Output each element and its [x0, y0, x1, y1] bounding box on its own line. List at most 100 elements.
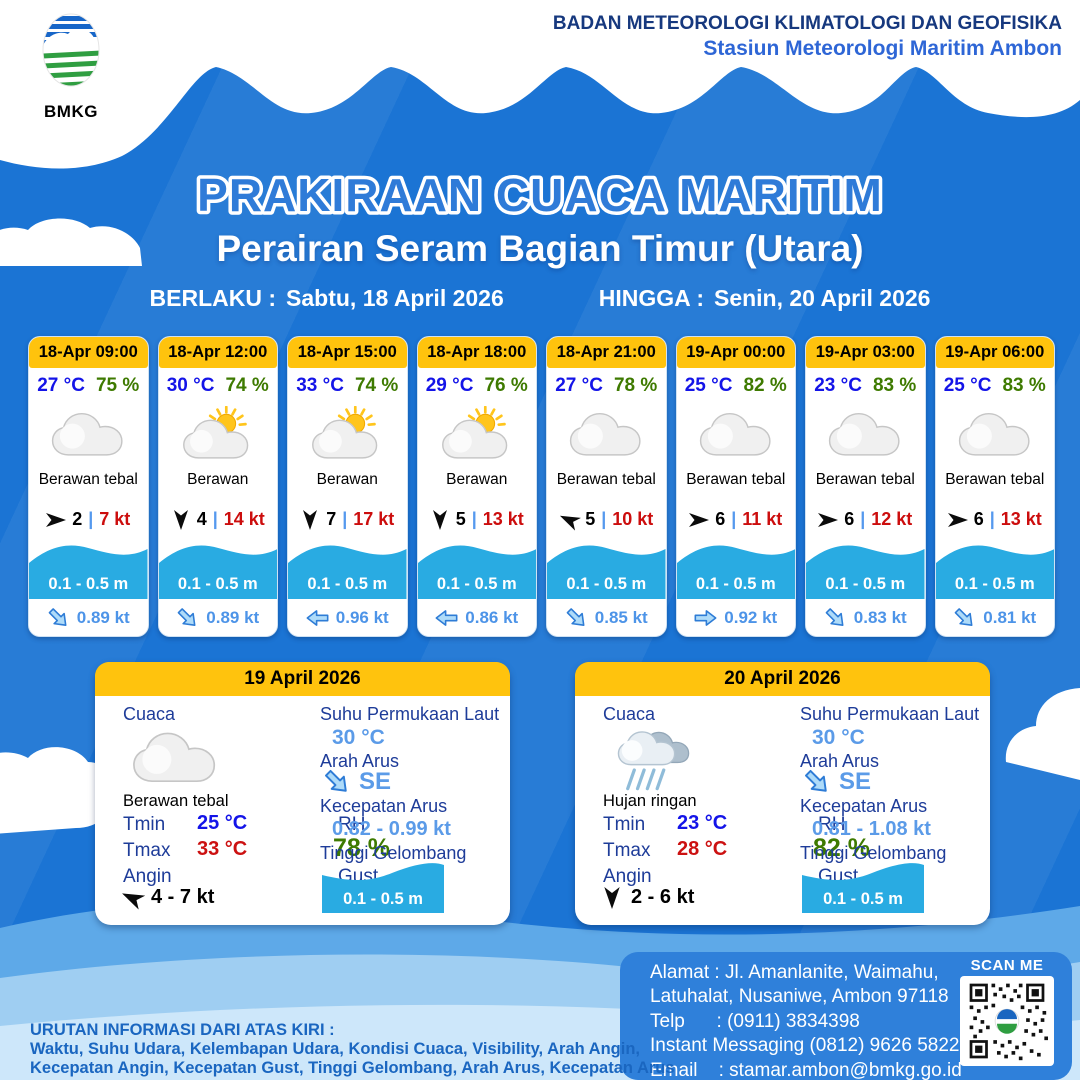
hourly-temps: 27 °C 75 % — [29, 375, 148, 397]
weather-condition: Hujan ringan — [603, 792, 697, 810]
hourly-temps: 23 °C 83 % — [806, 375, 925, 397]
current-row: 0.81 kt — [935, 599, 1054, 636]
wind-direction-icon — [818, 513, 838, 527]
wave-height: 0.1 - 0.5 m — [825, 575, 906, 593]
arah-arus-row: SE — [803, 768, 871, 796]
wind-separator: | — [471, 509, 477, 529]
rh-label: RH — [338, 814, 366, 835]
kecepatan-arus-value: 0.82 - 0.99 kt — [332, 818, 451, 840]
hourly-time: 19-Apr 06:00 — [935, 337, 1054, 368]
weather-condition: Berawan tebal — [686, 471, 786, 488]
wind-direction-icon — [174, 510, 188, 530]
footer-line2: Waktu, Suhu Udara, Kelembapan Udara, Kon… — [30, 1040, 641, 1058]
current-direction-icon — [173, 603, 202, 632]
footer-line1: URUTAN INFORMASI DARI ATAS KIRI : — [30, 1021, 335, 1039]
hourly-forecast-row: 18-Apr 09:00 27 °C 75 % Berawan tebal 2 … — [28, 336, 1055, 637]
current-row: 0.89 kt — [158, 599, 277, 636]
angin-label: Angin — [603, 866, 652, 887]
tmax-value: 28 °C — [677, 838, 728, 860]
weather-icon — [29, 397, 148, 471]
air-temperature: 30 °C — [166, 375, 215, 396]
current-speed: 0.92 kt — [724, 607, 778, 627]
wind-separator: | — [342, 509, 348, 529]
sst-label: Suhu Permukaan Laut — [800, 704, 980, 724]
current-direction-icon — [950, 603, 979, 632]
tmin-label: Tmin — [123, 814, 166, 835]
angin-label: Angin — [123, 866, 172, 887]
wind-row: 4 | 14 kt — [159, 509, 278, 530]
wind-speed: 7 kt — [99, 509, 131, 529]
angin-row: 2 - 6 kt — [601, 886, 694, 909]
contact-instant-messaging: Instant Messaging (0812) 9626 5822 — [650, 1035, 960, 1057]
hourly-temps: 33 °C 74 % — [288, 375, 407, 397]
wave-shape — [417, 545, 536, 599]
wind-row: 6 | 13 kt — [936, 509, 1055, 530]
current-direction-icon — [694, 609, 717, 627]
air-temperature: 29 °C — [425, 375, 474, 396]
current-speed: 0.81 kt — [983, 607, 1037, 627]
air-temperature: 27 °C — [555, 375, 603, 396]
wind-beaufort: 2 — [72, 509, 83, 529]
wave-height: 0.1 - 0.5 m — [823, 890, 903, 908]
air-temperature: 23 °C — [814, 375, 862, 396]
wave-height: 0.1 - 0.5 m — [307, 575, 388, 593]
contact-address-line2: Latuhalat, Nusaniwe, Ambon 97118 — [650, 986, 949, 1008]
hourly-card: 19-Apr 03:00 23 °C 83 % Berawan tebal 6 … — [805, 336, 926, 637]
wave-height-band: 0.1 - 0.5 m — [29, 537, 148, 599]
wave-height-band: 0.1 - 0.5 m — [935, 537, 1054, 599]
wave-height-band: 0.1 - 0.5 m — [288, 537, 407, 599]
hourly-card: 19-Apr 06:00 25 °C 83 % Berawan tebal 6 … — [934, 336, 1055, 637]
top-wave-decoration — [0, 0, 1080, 169]
wave-shape — [29, 545, 148, 599]
wind-separator: | — [88, 509, 94, 529]
wave-height-band: 0.1 - 0.5 m — [547, 537, 666, 599]
sst-value: 30 °C — [332, 726, 385, 749]
weather-condition: Berawan tebal — [38, 471, 138, 488]
wind-separator: | — [731, 509, 737, 529]
weather-condition: Berawan tebal — [556, 471, 656, 488]
hourly-card: 19-Apr 00:00 25 °C 82 % Berawan tebal 6 … — [675, 336, 796, 637]
wave-shape — [806, 545, 925, 599]
wave-height-band: 0.1 - 0.5 m — [417, 537, 536, 599]
berlaku-value: Sabtu, 18 April 2026 — [286, 285, 504, 311]
wind-row: 5 | 13 kt — [418, 509, 537, 530]
hourly-time: 19-Apr 03:00 — [806, 337, 925, 368]
weather-icon — [547, 397, 666, 471]
rh-value: 78 % — [333, 834, 390, 862]
wind-direction-icon — [433, 510, 447, 530]
sst-value: 30 °C — [812, 726, 865, 749]
wind-speed: 13 kt — [482, 509, 524, 529]
current-direction-icon — [435, 609, 458, 627]
wind-direction-icon — [303, 510, 317, 530]
wind-separator: | — [212, 509, 218, 529]
current-row: 0.86 kt — [417, 599, 536, 636]
validity-row: BERLAKU : Sabtu, 18 April 2026 HINGGA : … — [0, 285, 1080, 312]
wind-direction-icon — [46, 513, 66, 527]
wind-beaufort: 6 — [973, 509, 984, 529]
daily-card: 20 April 2026 Cuaca Hujan ringan Tmin 23… — [575, 662, 990, 925]
arah-arus-label: Arah Arus — [800, 751, 880, 771]
berlaku-label: BERLAKU : — [149, 285, 277, 311]
current-direction-icon — [821, 603, 850, 632]
air-temperature: 25 °C — [943, 375, 992, 396]
tmin-value: 23 °C — [677, 812, 728, 834]
tmax-value: 33 °C — [197, 838, 248, 860]
station-name: Stasiun Meteorologi Maritim Ambon — [703, 36, 1062, 60]
wind-direction-icon — [604, 887, 620, 909]
wave-height: 0.1 - 0.5 m — [695, 575, 776, 593]
tmax-label: Tmax — [603, 840, 651, 861]
rh-value: 82 % — [813, 834, 870, 862]
hourly-card: 18-Apr 18:00 29 °C 76 % Berawan 5 | 13 k… — [416, 336, 537, 637]
cloud-decoration — [0, 218, 142, 266]
wave-height-box: 0.1 - 0.5 m — [802, 861, 924, 913]
wave-height: 0.1 - 0.5 m — [177, 575, 258, 593]
tinggi-gelombang-label: Tinggi Gelombang — [800, 843, 947, 863]
weather-icon — [125, 724, 225, 790]
qr-code-icon — [966, 980, 1048, 1062]
hingga-value: Senin, 20 April 2026 — [713, 285, 931, 311]
wave-height: 0.1 - 0.5 m — [566, 575, 647, 593]
wave-height-band: 0.1 - 0.5 m — [158, 537, 277, 599]
humidity: 74 % — [225, 375, 269, 396]
humidity: 83 % — [872, 375, 917, 396]
